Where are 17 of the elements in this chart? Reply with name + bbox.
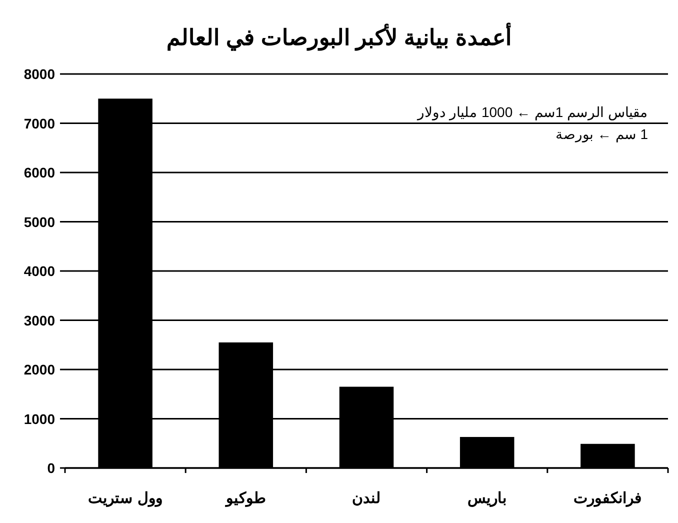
y-tick-label: 7000 <box>24 115 56 132</box>
annotation: 1 سم ← بورصة <box>556 126 648 143</box>
y-tick-label: 8000 <box>24 66 56 82</box>
y-tick-label: 1000 <box>24 410 56 427</box>
x-tick-label: فرانكفورت <box>574 490 642 507</box>
y-tick-label: 3000 <box>24 312 56 328</box>
chart-title: أعمدة بيانية لأكبر البورصات في العالم <box>166 22 512 51</box>
y-tick-label: 2000 <box>24 362 56 378</box>
y-tick-label: 4000 <box>24 263 56 279</box>
annotation: مقياس الرسم 1سم ← 1000 مليار دولار <box>416 104 648 121</box>
x-tick-label: وول ستريت <box>88 490 162 507</box>
y-tick-label: 0 <box>47 460 56 476</box>
y-tick-label: 5000 <box>24 214 56 230</box>
y-tick-label: 6000 <box>24 164 56 180</box>
x-tick-label: لندن <box>352 490 381 507</box>
x-tick-label: باريس <box>468 490 507 507</box>
x-tick-label: طوكيو <box>224 490 266 507</box>
